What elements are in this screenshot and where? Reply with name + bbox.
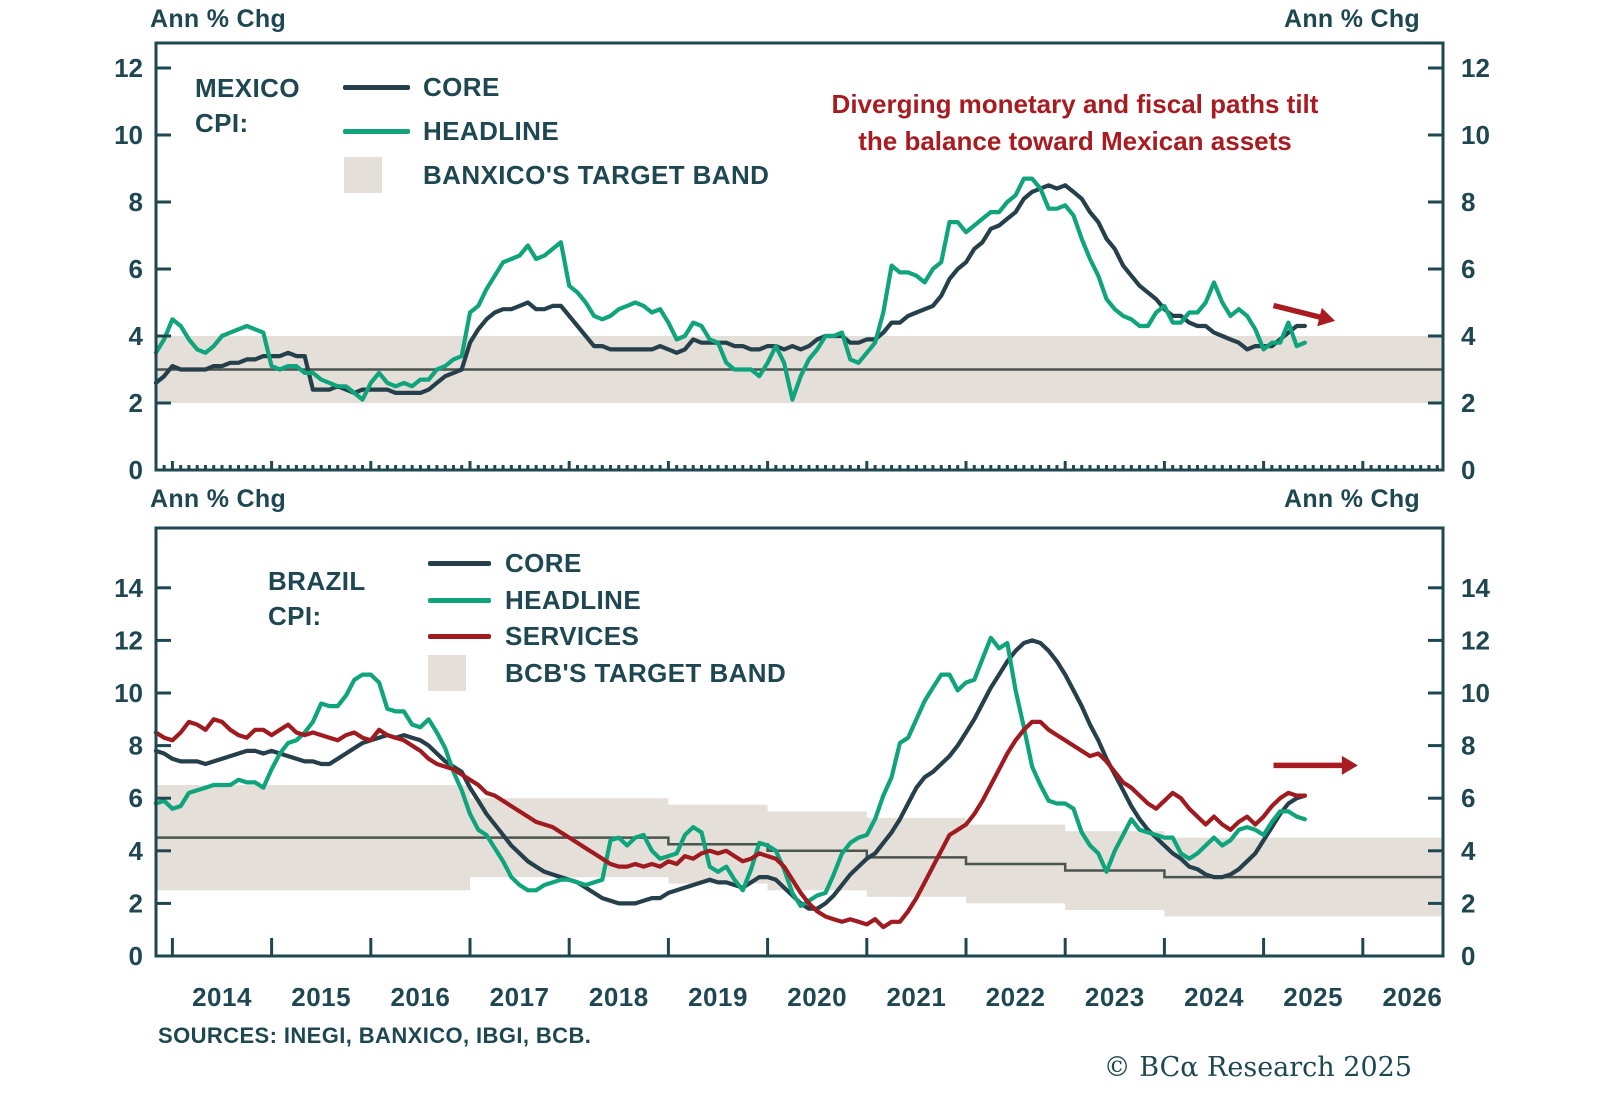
mexico-legend-title: MEXICO CPI: (195, 71, 300, 141)
y-tick-label-left: 4 (129, 836, 144, 866)
y-tick-label-left: 10 (114, 120, 143, 150)
brazil-band-swatch (428, 655, 466, 691)
mexico-core-line-swatch (343, 85, 410, 90)
y-tick-label-right: 6 (1461, 254, 1475, 284)
series-core (153, 183, 1307, 395)
y-tick-label-right: 14 (1461, 573, 1490, 603)
y-tick-label-right: 6 (1461, 783, 1475, 813)
y-tick-label-left: 10 (114, 678, 143, 708)
y-tick-label-left: 2 (129, 388, 143, 418)
mexico-yaxis-unit-right: Ann % Chg (1283, 5, 1420, 33)
mexico-headline-line-swatch (343, 129, 410, 134)
y-tick-label-left: 6 (129, 783, 143, 813)
y-tick-label-left: 6 (129, 254, 143, 284)
x-year-label-2015: 2015 (291, 982, 352, 1012)
forecast-arrow-shaft (1272, 302, 1324, 321)
brazil-legend-band-label: BCB'S TARGET BAND (505, 658, 787, 688)
brazil-core-line-swatch (428, 561, 491, 566)
mexico-legend-band-label: BANXICO'S TARGET BAND (423, 160, 770, 190)
annotation-text: Diverging monetary and fiscal paths tilt… (740, 86, 1410, 160)
x-year-label-2026: 2026 (1382, 982, 1443, 1012)
mexico-title-line2: CPI: (195, 108, 249, 138)
y-tick-label-right: 2 (1461, 888, 1475, 918)
y-tick-label-right: 4 (1461, 836, 1476, 866)
x-year-label-2022: 2022 (985, 982, 1046, 1012)
mexico-yaxis-unit-left: Ann % Chg (150, 5, 287, 33)
y-tick-label-right: 8 (1461, 731, 1475, 761)
series-services (153, 717, 1307, 930)
y-tick-label-right: 12 (1461, 625, 1490, 655)
y-tick-label-right: 2 (1461, 388, 1475, 418)
plot-frame (154, 526, 1445, 958)
x-year-label-2025: 2025 (1283, 982, 1344, 1012)
series-headline (153, 176, 1307, 402)
x-year-label-2021: 2021 (886, 982, 947, 1012)
plot-group: 0 0 2 2 4 4 6 6 8 8 10 10 12 12 (114, 41, 1490, 485)
x-year-label-2018: 2018 (588, 982, 649, 1012)
y-tick-label-left: 8 (129, 731, 143, 761)
brazil-legend-core-label: CORE (505, 548, 582, 578)
mexico-title-line1: MEXICO (195, 73, 300, 103)
bca-research-logo: © BCα Research 2025 (1103, 1052, 1412, 1083)
annotation-line2: the balance toward Mexican assets (858, 126, 1292, 156)
brazil-legend-title: BRAZIL CPI: (268, 564, 366, 634)
brazil-legend-headline-label: HEADLINE (505, 585, 642, 615)
y-tick-label-right: 10 (1461, 120, 1490, 150)
annotation-line1: Diverging monetary and fiscal paths tilt (831, 89, 1319, 119)
y-tick-label-left: 0 (129, 455, 143, 485)
mexico-band-swatch (344, 157, 382, 193)
x-year-label-2017: 2017 (489, 982, 550, 1012)
series-headline (153, 635, 1307, 909)
y-tick-label-right: 12 (1461, 53, 1490, 83)
brazil-title-line2: CPI: (268, 601, 322, 631)
x-year-label-2020: 2020 (787, 982, 848, 1012)
y-tick-label-left: 8 (129, 187, 143, 217)
brazil-headline-line-swatch (428, 598, 491, 603)
y-tick-label-right: 4 (1461, 321, 1476, 351)
plot-group: 0 0 2 2 4 4 6 6 8 8 10 10 12 12 14 14 (114, 526, 1490, 971)
y-tick-label-right: 10 (1461, 678, 1490, 708)
x-year-label-2014: 2014 (192, 982, 252, 1012)
brazil-yaxis-unit-left: Ann % Chg (150, 485, 287, 513)
y-tick-label-left: 14 (114, 573, 143, 603)
y-tick-label-right: 0 (1461, 455, 1475, 485)
brazil-yaxis-unit-right: Ann % Chg (1283, 485, 1420, 513)
y-tick-label-left: 4 (129, 321, 144, 351)
brazil-services-line-swatch (428, 634, 491, 639)
forecast-arrow-head (1317, 307, 1336, 327)
y-tick-label-left: 12 (114, 625, 143, 655)
y-tick-label-left: 12 (114, 53, 143, 83)
mexico-legend-headline-label: HEADLINE (423, 116, 560, 146)
x-year-label-2024: 2024 (1184, 982, 1244, 1012)
forecast-arrow-head (1341, 755, 1358, 775)
mexico-legend-core-label: CORE (423, 72, 500, 102)
x-year-label-2019: 2019 (688, 982, 748, 1012)
x-year-label-2023: 2023 (1084, 982, 1145, 1012)
x-year-label-2016: 2016 (390, 982, 451, 1012)
y-tick-label-right: 8 (1461, 187, 1475, 217)
brazil-legend-services-label: SERVICES (505, 621, 640, 651)
brazil-title-line1: BRAZIL (268, 566, 366, 596)
y-tick-label-right: 0 (1461, 941, 1475, 971)
sources-note: SOURCES: INEGI, BANXICO, IBGI, BCB. (158, 1023, 592, 1048)
y-tick-label-left: 2 (129, 888, 143, 918)
y-tick-label-left: 0 (129, 941, 143, 971)
